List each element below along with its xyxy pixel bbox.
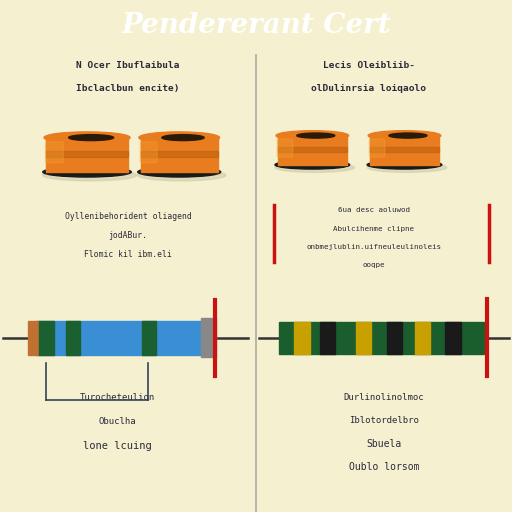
Ellipse shape bbox=[275, 163, 355, 173]
Ellipse shape bbox=[42, 169, 137, 181]
Ellipse shape bbox=[43, 167, 131, 177]
Bar bbox=[28, 321, 39, 355]
Ellipse shape bbox=[297, 133, 335, 138]
Ellipse shape bbox=[275, 160, 350, 169]
Text: Obuclha: Obuclha bbox=[99, 417, 137, 425]
Text: lone lcuing: lone lcuing bbox=[83, 440, 152, 451]
Bar bbox=[370, 147, 439, 152]
Bar bbox=[278, 136, 347, 165]
Text: Lecis Oleibliib-: Lecis Oleibliib- bbox=[323, 60, 415, 70]
Text: Oublo lorsom: Oublo lorsom bbox=[349, 462, 419, 472]
Text: olDulinrsia loiqaolo: olDulinrsia loiqaolo bbox=[311, 84, 426, 94]
FancyBboxPatch shape bbox=[278, 139, 293, 157]
Bar bbox=[370, 136, 439, 165]
Bar bbox=[320, 322, 335, 354]
Text: Ibclaclbun encite): Ibclaclbun encite) bbox=[76, 84, 180, 94]
Text: ooqpe: ooqpe bbox=[362, 262, 385, 268]
Bar bbox=[141, 152, 218, 157]
Text: N Ocer Ibuflaibula: N Ocer Ibuflaibula bbox=[76, 60, 180, 70]
Bar bbox=[201, 318, 216, 357]
Bar bbox=[36, 321, 202, 355]
FancyBboxPatch shape bbox=[46, 142, 63, 163]
Text: Sbuela: Sbuela bbox=[367, 439, 401, 449]
FancyBboxPatch shape bbox=[140, 142, 157, 163]
Ellipse shape bbox=[138, 167, 221, 177]
FancyBboxPatch shape bbox=[370, 139, 385, 157]
Text: 6ua desc aoluwod: 6ua desc aoluwod bbox=[338, 207, 410, 214]
Text: Iblotordelbro: Iblotordelbro bbox=[349, 416, 419, 425]
Ellipse shape bbox=[138, 169, 226, 181]
Ellipse shape bbox=[367, 163, 447, 173]
Text: Flomic kil ibm.eli: Flomic kil ibm.eli bbox=[84, 250, 172, 260]
Bar bbox=[415, 322, 430, 354]
Bar bbox=[356, 322, 371, 354]
Text: jodABur.: jodABur. bbox=[109, 231, 147, 240]
Bar bbox=[279, 322, 484, 354]
Text: onbmejlublin.uifneuleulinoleis: onbmejlublin.uifneuleulinoleis bbox=[306, 244, 441, 250]
Ellipse shape bbox=[162, 135, 204, 141]
Bar bbox=[66, 321, 80, 355]
Ellipse shape bbox=[44, 132, 130, 143]
Ellipse shape bbox=[276, 131, 349, 140]
Bar bbox=[294, 322, 310, 354]
Ellipse shape bbox=[139, 132, 220, 143]
Ellipse shape bbox=[69, 135, 114, 141]
Text: Oyllenibehorident oliagend: Oyllenibehorident oliagend bbox=[65, 212, 191, 221]
Bar bbox=[39, 321, 54, 355]
Bar bbox=[445, 322, 461, 354]
Ellipse shape bbox=[367, 160, 442, 169]
Ellipse shape bbox=[368, 131, 441, 140]
Bar bbox=[278, 147, 347, 152]
Text: Abulcihenme clipne: Abulcihenme clipne bbox=[333, 226, 414, 231]
Bar bbox=[46, 138, 128, 172]
Ellipse shape bbox=[389, 133, 427, 138]
Text: Pendererant Cert: Pendererant Cert bbox=[121, 12, 391, 39]
Bar bbox=[142, 321, 156, 355]
Text: Durlinolinolmoc: Durlinolinolmoc bbox=[344, 393, 424, 402]
Bar bbox=[46, 152, 128, 157]
Bar bbox=[141, 138, 218, 172]
Bar bbox=[387, 322, 402, 354]
Text: Turocheteulion: Turocheteulion bbox=[80, 393, 155, 402]
